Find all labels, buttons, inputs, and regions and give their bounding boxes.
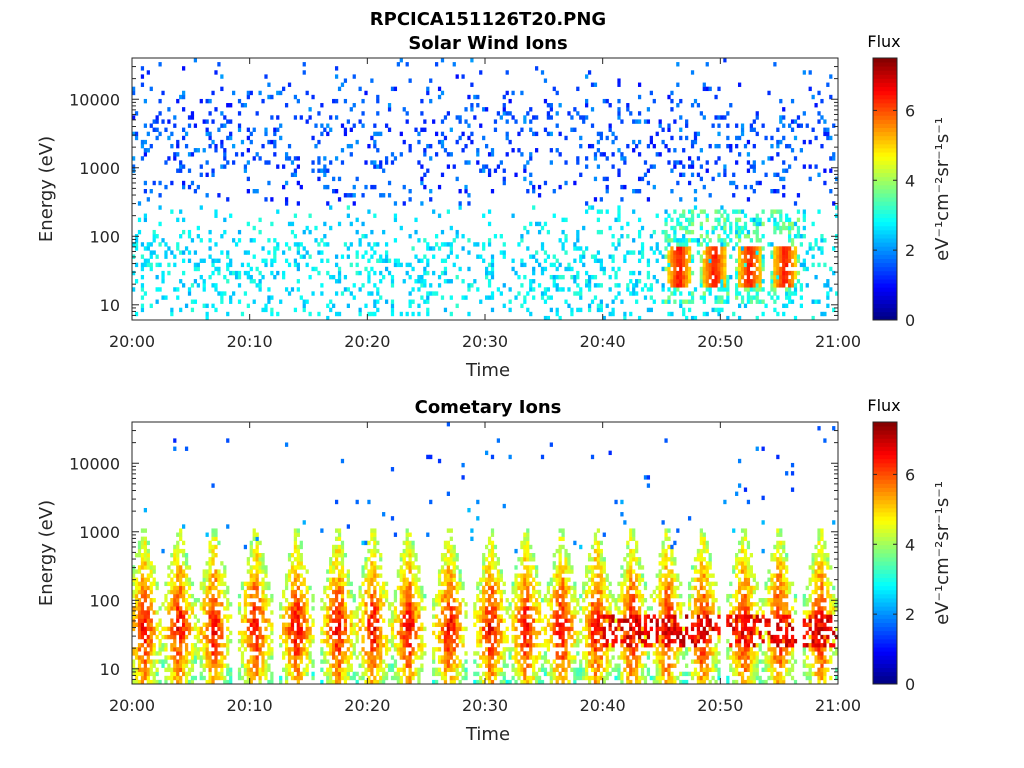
- x-tick-label: 20:40: [580, 696, 626, 715]
- panel-1-colorbar-title: Flux: [867, 32, 900, 51]
- y-tick-label: 10: [100, 660, 120, 679]
- y-tick-label: 100: [89, 591, 120, 610]
- panel-2-heatmap: [132, 422, 839, 685]
- colorbar-label: eV⁻¹cm⁻²sr⁻¹s⁻¹: [932, 481, 953, 625]
- panel-2-axes: 20:00 20:10 20:20 20:30 20:40 20:50 21:00 10 100…: [69, 421, 861, 715]
- x-tick-label: 21:00: [815, 332, 861, 351]
- colorbar-label: eV⁻¹cm⁻²sr⁻¹s⁻¹: [932, 117, 953, 261]
- panel-2-ylabel: Energy (eV): [36, 500, 57, 606]
- panel-1-axes: 20:00 20:10 20:20 20:30 20:40 20:50 21:00 10 100…: [69, 57, 861, 351]
- panel-2-colorbar-title: Flux: [867, 396, 900, 415]
- x-tick-label: 20:40: [580, 332, 626, 351]
- x-tick-label: 20:50: [697, 696, 743, 715]
- y-tick-label: 1000: [79, 159, 120, 178]
- x-tick-label: 20:30: [462, 332, 508, 351]
- x-tick-label: 21:00: [815, 696, 861, 715]
- panel-1-title: Solar Wind Ions: [408, 33, 567, 54]
- panel-1-colorbar: 0 2 4 6 eV⁻¹cm⁻²sr⁻¹s⁻¹: [872, 57, 953, 330]
- x-tick-label: 20:00: [109, 696, 155, 715]
- x-tick-label: 20:00: [109, 332, 155, 351]
- panel-solar-wind: Solar Wind Ions 20:00 20:10 20:20 20:30 20:4…: [36, 32, 953, 381]
- x-tick-label: 20:10: [227, 696, 273, 715]
- colorbar-frame: [872, 57, 898, 321]
- colorbar-tick-label: 2: [905, 241, 915, 260]
- colorbar-tick-label: 0: [905, 311, 915, 330]
- figure-title: RPCICA151126T20.PNG: [370, 9, 606, 30]
- y-tick-label: 1000: [79, 523, 120, 542]
- colorbar-tick-label: 6: [905, 465, 915, 484]
- panel-1-heatmap: [132, 58, 839, 321]
- x-tick-label: 20:20: [344, 332, 390, 351]
- x-tick-label: 20:20: [344, 696, 390, 715]
- y-tick-label: 10000: [69, 454, 120, 473]
- x-tick-label: 20:10: [227, 332, 273, 351]
- colorbar-tick-label: 4: [905, 535, 915, 554]
- panel-cometary: Cometary Ions 20:00 20:10 20:20 20:30 20:40 2…: [36, 396, 953, 745]
- colorbar-tick-label: 4: [905, 171, 915, 190]
- panel-2-title: Cometary Ions: [415, 397, 562, 418]
- x-tick-label: 20:50: [697, 332, 743, 351]
- panel-2-colorbar: 0 2 4 6 eV⁻¹cm⁻²sr⁻¹s⁻¹: [872, 421, 953, 694]
- y-tick-label: 10: [100, 296, 120, 315]
- colorbar-frame: [872, 421, 898, 685]
- panel-1-xlabel: Time: [465, 360, 510, 381]
- x-tick-label: 20:30: [462, 696, 508, 715]
- y-tick-label: 100: [89, 227, 120, 246]
- panel-2-xlabel: Time: [465, 724, 510, 745]
- colorbar-tick-label: 6: [905, 101, 915, 120]
- plot-frame: [131, 57, 839, 321]
- panel-1-ylabel: Energy (eV): [36, 136, 57, 242]
- y-tick-label: 10000: [69, 90, 120, 109]
- colorbar-tick-label: 2: [905, 605, 915, 624]
- colorbar-tick-label: 0: [905, 675, 915, 694]
